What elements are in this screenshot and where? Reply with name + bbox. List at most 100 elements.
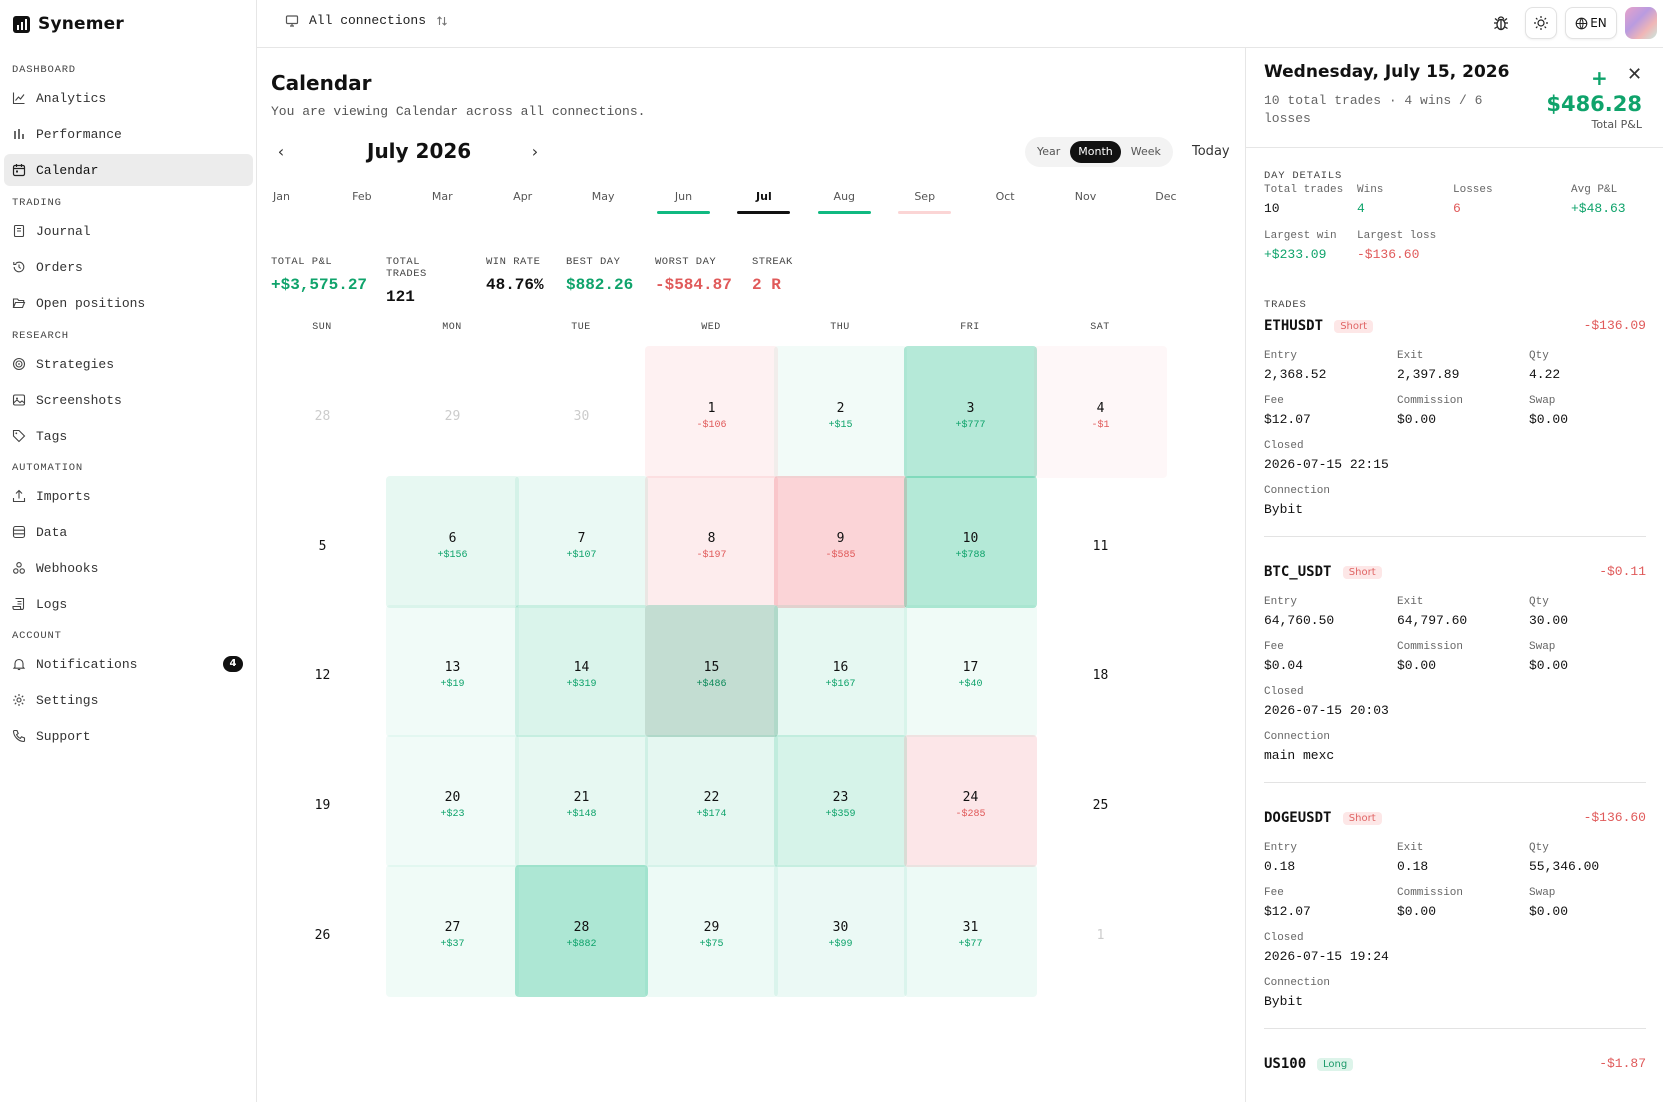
day-number: 11 xyxy=(1092,538,1109,554)
calendar-day-cell[interactable]: 9 -$585 xyxy=(774,475,907,608)
view-year-button[interactable]: Year xyxy=(1037,145,1061,158)
avatar[interactable] xyxy=(1625,7,1657,39)
month-pnl-indicator xyxy=(817,211,871,214)
sidebar-item-performance[interactable]: Performance xyxy=(4,118,253,150)
calendar-day-cell[interactable]: 1 xyxy=(1034,865,1167,997)
day-number: 14 xyxy=(573,660,590,676)
bug-report-button[interactable] xyxy=(1485,7,1517,39)
month-tab-sep[interactable]: Sep xyxy=(882,190,967,214)
connection-selector[interactable]: All connections xyxy=(285,13,448,28)
trade-qty: Qty 4.22 xyxy=(1529,350,1560,382)
calendar-day-cell[interactable]: 7 +$107 xyxy=(515,475,648,608)
brand[interactable]: Synemer xyxy=(13,12,124,36)
calendar-day-cell[interactable]: 27 +$37 xyxy=(386,864,519,997)
sidebar-item-orders[interactable]: Orders xyxy=(4,251,253,283)
calendar-day-cell[interactable]: 18 xyxy=(1034,605,1167,737)
sidebar-item-open-positions[interactable]: Open positions xyxy=(4,287,253,319)
calendar-day-cell[interactable]: 13 +$19 xyxy=(386,605,519,738)
view-week-button[interactable]: Week xyxy=(1130,145,1161,158)
sidebar-item-calendar[interactable]: Calendar xyxy=(4,154,253,186)
sidebar-item-label: Open positions xyxy=(36,295,146,311)
month-tab-mar[interactable]: Mar xyxy=(400,190,485,203)
sidebar-item-support[interactable]: Support xyxy=(4,720,253,752)
calendar-day-cell[interactable]: 8 -$197 xyxy=(645,475,778,608)
sidebar-item-data[interactable]: Data xyxy=(4,516,253,548)
prev-month-button[interactable]: ‹ xyxy=(277,142,285,161)
trade-side-badge: Short xyxy=(1342,812,1382,825)
sidebar-item-notifications[interactable]: Notifications 4 xyxy=(4,648,253,680)
calendar-day-cell[interactable]: 25 xyxy=(1034,735,1167,867)
next-month-button[interactable]: › xyxy=(531,142,539,161)
trade-pnl: -$136.09 xyxy=(1583,318,1646,333)
calendar-day-cell[interactable]: 17 +$40 xyxy=(904,605,1037,738)
view-month-button[interactable]: Month xyxy=(1070,141,1121,163)
month-tab-jan[interactable]: Jan xyxy=(239,190,324,203)
calendar-day-cell[interactable]: 28 xyxy=(256,346,389,478)
sidebar-item-journal[interactable]: Journal xyxy=(4,215,253,247)
calendar-day-cell[interactable]: 24 -$285 xyxy=(904,735,1037,868)
close-panel-button[interactable]: ✕ xyxy=(1627,64,1643,85)
language-button[interactable]: EN xyxy=(1565,7,1617,39)
add-trade-button[interactable]: + xyxy=(1591,66,1608,90)
calendar-day-cell[interactable]: 16 +$167 xyxy=(774,605,907,738)
sidebar-item-imports[interactable]: Imports xyxy=(4,480,253,512)
sidebar-item-strategies[interactable]: Strategies xyxy=(4,348,253,380)
sidebar-item-settings[interactable]: Settings xyxy=(4,684,253,716)
month-tab-feb[interactable]: Feb xyxy=(319,190,404,203)
trade-field-value: 4.22 xyxy=(1529,367,1561,382)
calendar-day-cell[interactable]: 19 xyxy=(256,735,389,867)
calendar-day-cell[interactable]: 11 xyxy=(1034,476,1167,608)
day-number: 6 xyxy=(448,530,457,546)
trade-qty: Qty 30.00 xyxy=(1529,596,1568,628)
calendar-day-cell[interactable]: 29 xyxy=(386,346,519,478)
day-number: 1 xyxy=(1096,927,1105,943)
calendar-day-cell[interactable]: 28 +$882 xyxy=(515,864,648,997)
page-subtitle: You are viewing Calendar across all conn… xyxy=(271,104,646,119)
calendar-day-cell[interactable]: 30 +$99 xyxy=(774,864,907,997)
nav-section-automation: AUTOMATION Imports Data Webhooks Logs xyxy=(0,460,257,620)
calendar-day-cell[interactable]: 5 xyxy=(256,476,389,608)
month-tab-dec[interactable]: Dec xyxy=(1123,190,1208,203)
sidebar-item-logs[interactable]: Logs xyxy=(4,588,253,620)
month-tab-apr[interactable]: Apr xyxy=(480,190,565,203)
trade-symbol: ETHUSDT xyxy=(1264,318,1324,334)
sidebar-item-label: Calendar xyxy=(36,162,99,178)
calendar-day-cell[interactable]: 10 +$788 xyxy=(904,475,1037,608)
calendar-day-cell[interactable]: 12 xyxy=(256,605,389,737)
month-tab-jun[interactable]: Jun xyxy=(641,190,726,214)
calendar-day-cell[interactable]: 14 +$319 xyxy=(515,605,648,738)
calendar-day-cell[interactable]: 30 xyxy=(515,346,648,478)
day-number: 17 xyxy=(962,660,979,676)
detail-label: Losses xyxy=(1453,184,1493,196)
day-number: 7 xyxy=(577,530,586,546)
calendar-day-cell[interactable]: 23 +$359 xyxy=(774,735,907,868)
calendar-day-cell[interactable]: 4 -$1 xyxy=(1034,346,1167,478)
calendar-day-cell[interactable]: 21 +$148 xyxy=(515,735,648,868)
phone-icon xyxy=(12,729,26,743)
calendar-day-cell[interactable]: 6 +$156 xyxy=(386,475,519,608)
month-tab-may[interactable]: May xyxy=(561,190,646,203)
calendar-day-cell[interactable]: 20 +$23 xyxy=(386,735,519,868)
calendar-day-cell[interactable]: 2 +$15 xyxy=(774,346,907,478)
calendar-day-cell[interactable]: 15 +$486 xyxy=(645,605,778,738)
month-tab-oct[interactable]: Oct xyxy=(963,190,1048,203)
sidebar-item-tags[interactable]: Tags xyxy=(4,420,253,452)
theme-toggle-button[interactable] xyxy=(1525,7,1557,39)
today-button[interactable]: Today xyxy=(1192,144,1230,159)
calendar-day-cell[interactable]: 29 +$75 xyxy=(645,864,778,997)
calendar-day-cell[interactable]: 22 +$174 xyxy=(645,735,778,868)
calendar-day-cell[interactable]: 3 +$777 xyxy=(904,346,1037,478)
monitor-icon xyxy=(285,14,299,27)
day-pnl: +$99 xyxy=(828,938,853,950)
calendar-day-cell[interactable]: 31 +$77 xyxy=(904,864,1037,997)
month-tab-jul[interactable]: Jul xyxy=(721,190,806,214)
calendar-day-cell[interactable]: 1 -$106 xyxy=(645,346,778,478)
sidebar-item-webhooks[interactable]: Webhooks xyxy=(4,552,253,584)
month-tab-aug[interactable]: Aug xyxy=(802,190,887,214)
calendar-day-cell[interactable]: 26 xyxy=(256,865,389,997)
sidebar-item-screenshots[interactable]: Screenshots xyxy=(4,384,253,416)
month-tab-nov[interactable]: Nov xyxy=(1043,190,1128,203)
trade-field-label: Connection xyxy=(1264,731,1331,743)
trade-exit: Exit 0.18 xyxy=(1397,842,1428,874)
sidebar-item-analytics[interactable]: Analytics xyxy=(4,82,253,114)
